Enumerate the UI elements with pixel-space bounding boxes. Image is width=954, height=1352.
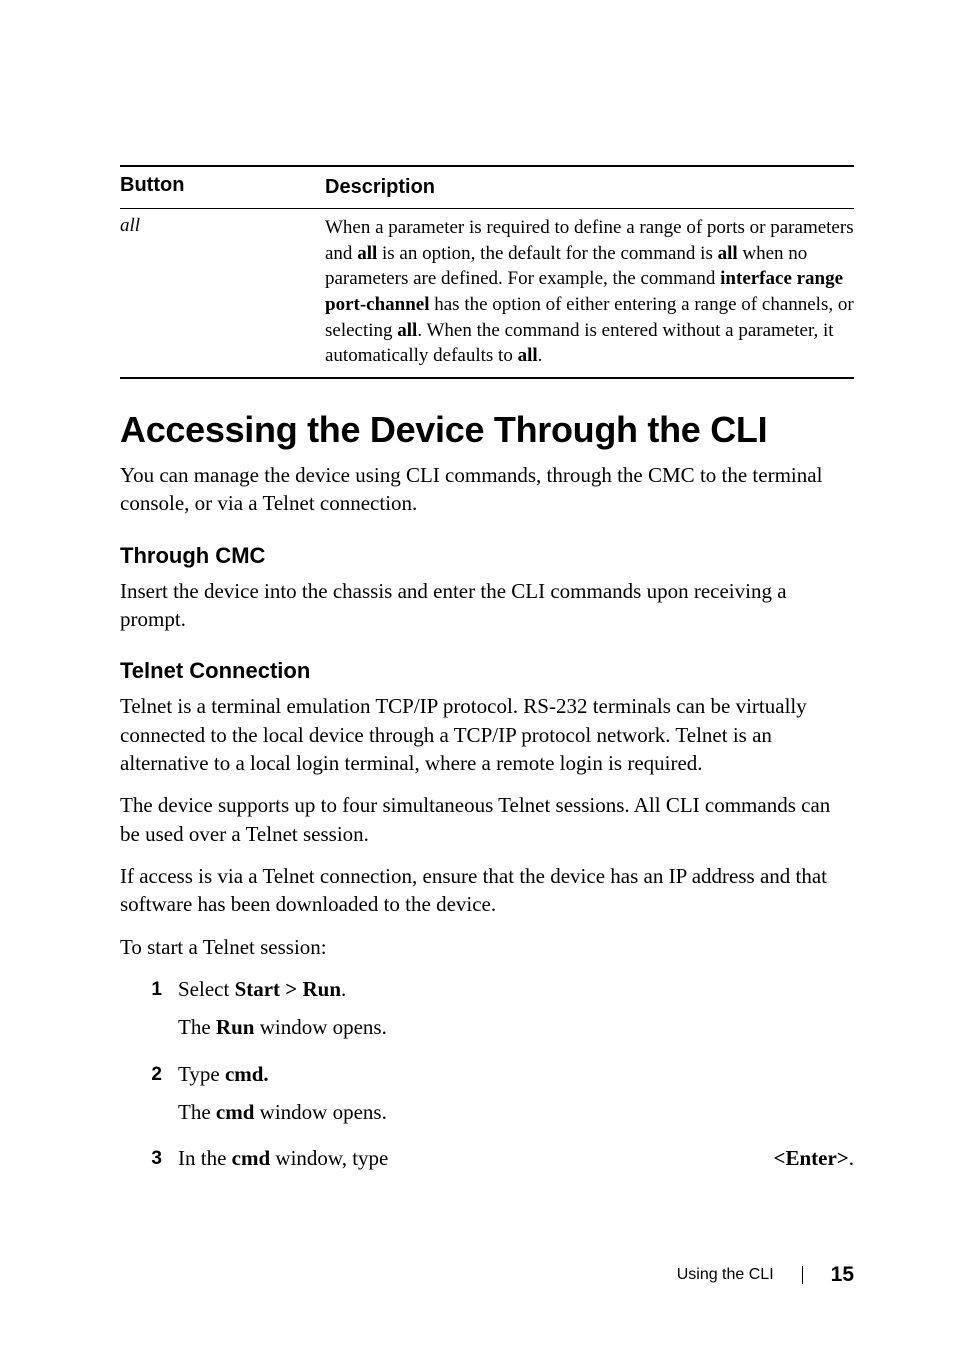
telnet-p4: To start a Telnet session: <box>120 933 854 961</box>
step-text: . <box>341 977 346 1001</box>
section-title: Accessing the Device Through the CLI <box>120 409 854 451</box>
step-number: 3 <box>120 1144 178 1182</box>
step-body: Select Start > Run. The Run window opens… <box>178 975 854 1052</box>
table-header-description: Description <box>325 174 854 201</box>
footer-label: Using the CLI <box>677 1266 803 1284</box>
telnet-title: Telnet Connection <box>120 658 854 684</box>
desc-bold: all <box>397 320 417 341</box>
section-intro: You can manage the device using CLI comm… <box>120 461 854 518</box>
step-body: In the cmd window, type <Enter>. <box>178 1144 854 1182</box>
step-text: window opens. <box>254 1015 386 1039</box>
table-cell-button: all <box>120 215 325 369</box>
footer-page-number: 15 <box>831 1263 854 1287</box>
desc-bold: all <box>518 345 538 366</box>
steps-list: 1 Select Start > Run. The Run window ope… <box>120 975 854 1183</box>
step-bold: Run <box>216 1015 255 1039</box>
step-body: Type cmd. The cmd window opens. <box>178 1060 854 1137</box>
step-number: 1 <box>120 975 178 1052</box>
step-bold: cmd <box>216 1100 255 1124</box>
table-cell-description: When a parameter is required to define a… <box>325 215 854 369</box>
table-row: all When a parameter is required to defi… <box>120 209 854 377</box>
step-number: 2 <box>120 1060 178 1137</box>
step-item: 1 Select Start > Run. The Run window ope… <box>120 975 854 1052</box>
step-bold: Start > Run <box>235 977 341 1001</box>
step-bold: cmd <box>232 1146 271 1170</box>
step-bold: <Enter> <box>773 1146 848 1170</box>
cmc-body: Insert the device into the chassis and e… <box>120 577 854 634</box>
step-text: window opens. <box>254 1100 386 1124</box>
step-bold: cmd. <box>225 1062 269 1086</box>
table-header: Button Description <box>120 167 854 209</box>
step-item: 3 In the cmd window, type <Enter>. <box>120 1144 854 1182</box>
cmc-title: Through CMC <box>120 543 854 569</box>
step-text: window, type <box>270 1146 388 1170</box>
page-footer: Using the CLI 15 <box>677 1263 854 1287</box>
step-text: The <box>178 1100 216 1124</box>
table-header-button: Button <box>120 174 325 201</box>
step-text: Type <box>178 1062 225 1086</box>
step-item: 2 Type cmd. The cmd window opens. <box>120 1060 854 1137</box>
page: Button Description all When a parameter … <box>0 0 954 1352</box>
desc-text: is an option, the default for the comman… <box>377 243 717 264</box>
desc-bold: all <box>718 243 738 264</box>
step-text: In the <box>178 1146 232 1170</box>
step-text: Select <box>178 977 235 1001</box>
parameter-table: Button Description all When a parameter … <box>120 165 854 379</box>
step-text: . <box>849 1146 854 1170</box>
step-text: The <box>178 1015 216 1039</box>
telnet-p3: If access is via a Telnet connection, en… <box>120 862 854 919</box>
desc-text: . <box>538 345 543 366</box>
telnet-p2: The device supports up to four simultane… <box>120 791 854 848</box>
telnet-p1: Telnet is a terminal emulation TCP/IP pr… <box>120 692 854 777</box>
desc-bold: all <box>357 243 377 264</box>
